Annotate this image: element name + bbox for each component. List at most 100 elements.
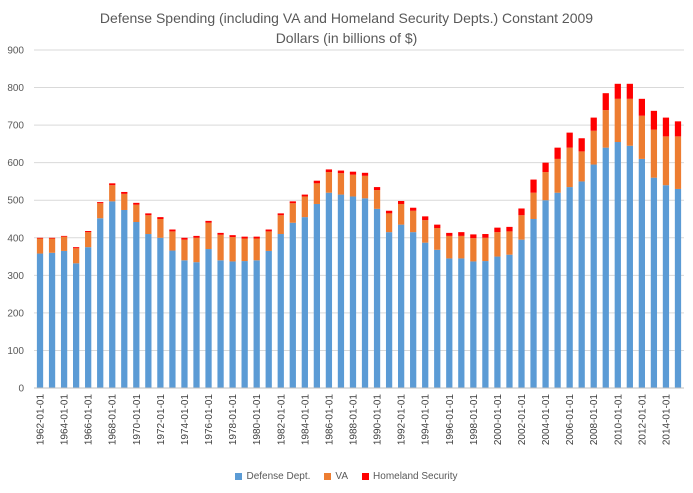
bar-va-2008 [590,130,597,165]
bar-homeland-1989 [361,172,369,176]
x-tick-label: 1992-01-01 [397,394,408,446]
bar-va-1964 [60,236,68,251]
legend-swatch-va [324,473,332,480]
bar-defense-1983 [289,222,296,388]
bar-homeland-2012 [638,98,645,116]
bar-defense-1994 [422,242,429,388]
bar-homeland-1999 [482,234,489,238]
bar-va-1994 [422,220,429,243]
bar-va-2005 [554,158,561,193]
bar-homeland-1997 [458,232,465,236]
bar-va-2001 [506,231,513,255]
bar-defense-2010 [614,142,621,388]
x-tick-label: 2000-01-01 [493,394,504,446]
x-tick-label: 1978-01-01 [228,394,239,446]
bar-homeland-1996 [446,232,453,236]
bar-defense-1989 [361,198,369,388]
bar-defense-2009 [602,147,609,388]
x-tick-label: 1974-01-01 [180,394,191,446]
bar-va-1997 [458,235,465,259]
bar-va-2002 [518,215,525,240]
y-tick-label: 500 [7,196,24,207]
bar-va-1988 [349,174,357,197]
x-tick-label: 1976-01-01 [204,394,215,446]
bar-defense-1969 [121,209,128,388]
bar-va-1967 [97,203,104,219]
y-tick-label: 300 [7,271,24,282]
bar-homeland-1972 [157,217,164,219]
legend-item-va: VA [324,471,348,482]
bar-defense-2007 [578,181,585,388]
bar-defense-1985 [313,203,320,388]
x-axis: 1962-01-01 1964-01-01 1966-01-01 1968-01-01… [34,387,684,446]
x-tick-label: 2002-01-01 [517,394,528,446]
x-tick-label: 2010-01-01 [613,394,624,446]
legend-item-defense: Defense Dept. [235,471,310,482]
x-tick-label: 1990-01-01 [373,394,384,446]
bar-defense-1999 [482,261,489,388]
x-tick-label: 1980-01-01 [252,394,263,446]
y-tick-label: 200 [7,308,24,319]
bar-defense-1995 [434,249,441,388]
bar-defense-2005 [554,192,561,388]
bar-va-1968 [109,185,116,202]
bar-defense-1993 [410,232,417,388]
bar-va-1990 [373,190,381,209]
y-tick-label: 700 [7,121,24,132]
bar-homeland-1992 [398,200,405,204]
bar-defense-1967 [97,218,104,388]
bar-va-2015 [674,136,682,189]
bar-va-1982 [277,215,284,235]
y-tick-label: 600 [7,158,24,169]
bar-homeland-2015 [674,121,682,137]
bar-defense-1971 [145,234,152,388]
bar-va-1991 [385,213,393,233]
gridlines [34,49,684,389]
bar-homeland-1975 [193,235,200,238]
x-tick-label: 1994-01-01 [421,394,432,446]
bar-homeland-1977 [217,232,224,235]
bar-defense-1964 [60,250,68,388]
y-tick-label: 800 [7,83,24,94]
bars [36,83,682,388]
bar-homeland-1984 [301,194,308,197]
bar-defense-1972 [157,237,164,388]
bar-homeland-1985 [313,180,320,184]
x-tick-label: 2008-01-01 [589,394,600,446]
bar-defense-1981 [265,250,272,388]
bar-homeland-1966 [85,231,92,233]
bar-defense-1968 [109,201,116,388]
bar-va-1962 [36,238,44,254]
bar-homeland-2005 [554,147,561,159]
bar-va-1984 [301,196,308,218]
bar-homeland-1964 [60,235,68,237]
chart-title-line-1: Defense Spending (including VA and Homel… [99,10,594,26]
bar-defense-1986 [325,192,333,388]
bar-homeland-1978 [229,235,236,238]
bar-defense-2013 [650,177,658,388]
bar-va-1996 [446,235,453,259]
bar-va-1983 [289,203,296,223]
bar-defense-2000 [494,256,501,388]
bar-defense-1973 [169,250,176,388]
bar-defense-1970 [133,222,140,388]
bar-va-1966 [85,232,92,248]
bar-va-1986 [325,172,333,193]
bar-va-1993 [410,210,417,233]
bar-defense-2002 [518,239,525,388]
bar-homeland-1965 [73,247,80,249]
bar-va-2010 [614,98,621,143]
bar-va-2014 [662,136,670,186]
bar-va-1978 [229,237,236,262]
bar-defense-1991 [385,232,393,388]
bar-defense-1980 [253,260,260,388]
bar-va-1985 [313,183,320,204]
x-tick-label: 1982-01-01 [276,394,287,446]
bar-va-1963 [48,238,56,253]
x-tick-label: 1964-01-01 [60,394,71,446]
bar-va-1969 [121,193,128,210]
x-tick-label: 2006-01-01 [565,394,576,446]
bar-homeland-1976 [205,220,212,223]
legend: Defense Dept. VA Homeland Security [0,471,693,482]
bar-va-1976 [205,222,212,250]
